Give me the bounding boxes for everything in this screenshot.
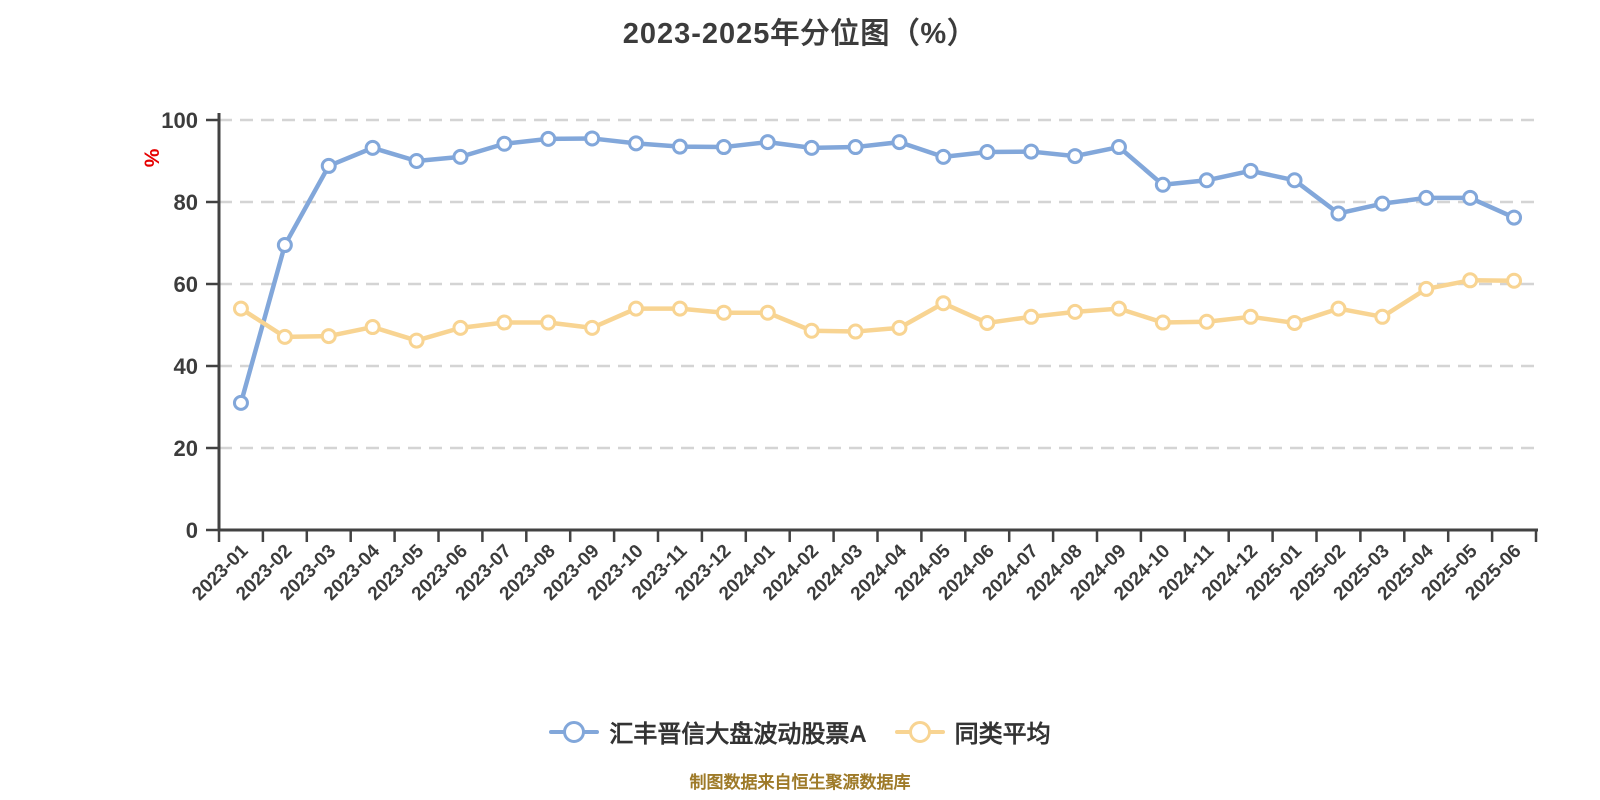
fund-point-2025-03[interactable]	[1374, 195, 1391, 212]
average-point-2025-03[interactable]	[1374, 308, 1391, 325]
average-point-2025-06[interactable]	[1506, 272, 1523, 289]
fund-point-2023-02[interactable]	[276, 237, 293, 254]
fund-point-2024-01[interactable]	[759, 134, 776, 151]
fund-line-marker-icon	[549, 719, 600, 745]
fund-point-2023-04[interactable]	[364, 139, 381, 156]
average-point-2023-11[interactable]	[671, 300, 688, 317]
fund-point-2024-05[interactable]	[935, 148, 952, 165]
fund-point-2025-05[interactable]	[1462, 189, 1479, 206]
fund-point-2024-04[interactable]	[891, 134, 908, 151]
fund-point-2023-10[interactable]	[628, 135, 645, 152]
legend-label-fund: 汇丰晋信大盘波动股票A	[609, 721, 867, 748]
fund-point-2023-05[interactable]	[408, 153, 425, 169]
average-point-2025-04[interactable]	[1418, 280, 1435, 297]
fund-point-2024-12[interactable]	[1242, 162, 1259, 179]
average-point-2023-07[interactable]	[496, 314, 513, 331]
fund-point-2025-04[interactable]	[1418, 189, 1435, 206]
fund-point-2023-12[interactable]	[715, 139, 732, 156]
fund-point-2023-11[interactable]	[671, 138, 688, 155]
average-point-2024-01[interactable]	[759, 304, 776, 321]
fund-series-line	[238, 136, 1517, 406]
legend-item-fund[interactable]: 汇丰晋信大盘波动股票A	[549, 714, 867, 749]
average-point-2023-06[interactable]	[452, 319, 469, 336]
y-axis-label: 80	[174, 190, 198, 215]
average-point-2024-12[interactable]	[1242, 308, 1259, 325]
fund-point-2024-03[interactable]	[847, 139, 864, 156]
chart-legend: 汇丰晋信大盘波动股票A 同类平均	[0, 714, 1600, 749]
average-point-2023-04[interactable]	[364, 319, 381, 336]
average-point-2025-01[interactable]	[1286, 314, 1303, 331]
legend-item-average[interactable]: 同类平均	[894, 714, 1051, 749]
fund-point-2023-03[interactable]	[320, 157, 337, 174]
average-point-2024-10[interactable]	[1154, 314, 1171, 331]
fund-point-2024-06[interactable]	[979, 143, 996, 160]
fund-point-2023-07[interactable]	[496, 135, 513, 152]
average-point-2024-09[interactable]	[1110, 300, 1127, 317]
average-point-2025-02[interactable]	[1330, 300, 1347, 317]
fund-point-2025-01[interactable]	[1286, 172, 1303, 189]
average-point-2023-03[interactable]	[320, 328, 337, 345]
average-point-2024-11[interactable]	[1198, 313, 1215, 330]
fund-point-2023-01[interactable]	[232, 394, 249, 411]
average-point-2023-09[interactable]	[584, 319, 601, 336]
average-point-2023-10[interactable]	[628, 300, 645, 317]
average-point-2024-04[interactable]	[891, 319, 908, 336]
average-series-line	[238, 278, 1517, 343]
average-point-2023-02[interactable]	[276, 328, 293, 345]
y-axis-label: 0	[186, 518, 198, 543]
average-point-2024-07[interactable]	[1023, 308, 1040, 325]
fund-point-2023-06[interactable]	[452, 148, 469, 165]
fund-point-2024-11[interactable]	[1198, 172, 1215, 189]
average-point-2024-03[interactable]	[847, 323, 864, 340]
fund-point-2024-10[interactable]	[1154, 176, 1171, 193]
average-point-2024-05[interactable]	[935, 295, 952, 312]
fund-point-2024-08[interactable]	[1067, 148, 1084, 165]
fund-point-2025-02[interactable]	[1330, 205, 1347, 222]
average-point-2023-05[interactable]	[408, 332, 425, 349]
y-axis-label: 40	[174, 354, 198, 379]
average-point-2023-08[interactable]	[540, 314, 557, 331]
legend-label-average: 同类平均	[954, 721, 1051, 748]
fund-point-2024-02[interactable]	[803, 139, 820, 156]
average-point-2024-06[interactable]	[979, 314, 996, 331]
fund-point-2023-09[interactable]	[584, 130, 601, 147]
fund-point-2025-06[interactable]	[1506, 209, 1523, 226]
average-point-2024-08[interactable]	[1067, 303, 1084, 320]
chart-title: 2023-2025年分位图（%）	[622, 18, 978, 50]
data-source-note: 制图数据来自恒生聚源数据库	[689, 773, 911, 792]
average-point-2024-02[interactable]	[803, 322, 820, 339]
average-point-2025-05[interactable]	[1462, 272, 1479, 289]
fund-point-2023-08[interactable]	[540, 130, 557, 147]
average-line-marker-icon	[894, 719, 945, 745]
y-axis-label: 20	[174, 436, 198, 461]
average-point-2023-01[interactable]	[232, 300, 249, 317]
y-axis-label: 60	[174, 272, 198, 297]
y-axis-label: 100	[161, 108, 198, 133]
average-point-2023-12[interactable]	[715, 304, 732, 321]
fund-point-2024-07[interactable]	[1023, 143, 1040, 160]
fund-point-2024-09[interactable]	[1110, 139, 1127, 156]
